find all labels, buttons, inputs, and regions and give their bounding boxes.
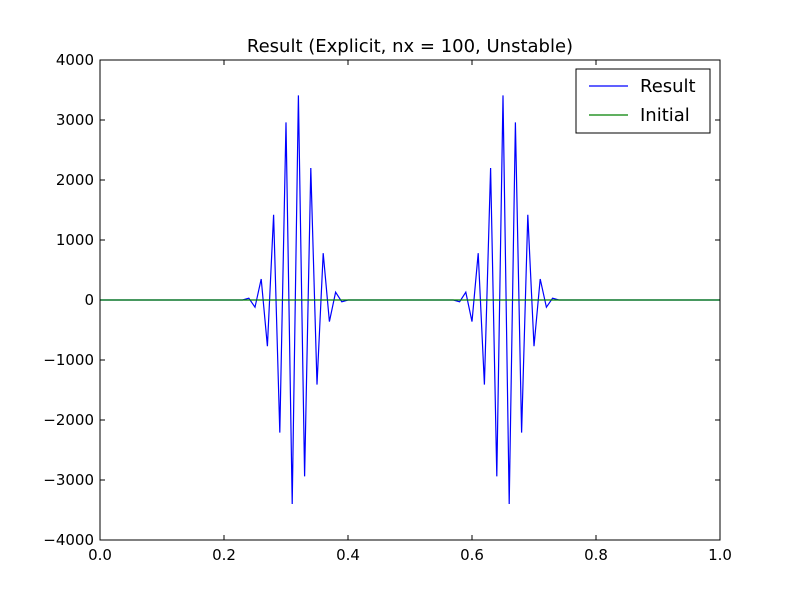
legend-label-initial: Initial xyxy=(640,105,690,126)
y-tick-label: −2000 xyxy=(43,411,94,429)
y-tick-label: 1000 xyxy=(56,231,94,249)
plot-series xyxy=(100,95,720,505)
x-tick-label: 0.6 xyxy=(460,546,484,564)
legend-label-result: Result xyxy=(640,76,696,97)
x-tick-label: 0.2 xyxy=(212,546,236,564)
axis-ticks: 0.0 0.2 0.4 0.6 0.8 1.0 −4000 −3000 −2000 −1000 0 1… xyxy=(43,51,732,564)
y-tick-label: 3000 xyxy=(56,111,94,129)
legend-box xyxy=(575,68,711,134)
x-tick-label: 0.8 xyxy=(584,546,608,564)
legend: Result Initial xyxy=(575,68,711,134)
y-tick-label: 2000 xyxy=(56,171,94,189)
chart-title: Result (Explicit, nx = 100, Unstable) xyxy=(247,36,573,57)
y-tick-label: 4000 xyxy=(56,51,94,69)
x-tick-label: 0.4 xyxy=(336,546,360,564)
x-tick-label: 0.0 xyxy=(88,546,112,564)
x-tick-label: 1.0 xyxy=(708,546,732,564)
y-tick-label: −4000 xyxy=(43,531,94,549)
y-tick-label: −3000 xyxy=(43,471,94,489)
axes-frame xyxy=(99,59,721,541)
y-tick-label: −1000 xyxy=(43,351,94,369)
y-tick-label: 0 xyxy=(84,291,94,309)
